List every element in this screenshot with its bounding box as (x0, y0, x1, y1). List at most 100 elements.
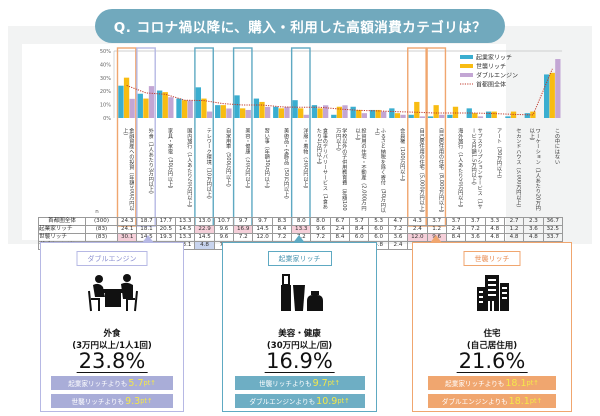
category-label: 自己居住用の住宅（8,000万円以上） (437, 128, 444, 214)
bar-kigyoka (544, 74, 550, 118)
card-pointer (142, 235, 154, 243)
table-cell: 9.6 (213, 225, 235, 234)
y-tick-label: 0% (103, 116, 111, 122)
bar-seshu (240, 108, 246, 118)
table-cell: 6.7 (329, 217, 351, 226)
table-cell: 6.0 (368, 233, 389, 242)
category-label: テレワーク環境（10万円以上） (205, 128, 212, 203)
table-cell: 8.4 (271, 225, 293, 234)
table-cell: 1.2 (426, 225, 447, 234)
comparison-2: ダブルエンジンよりも 18.1 pt↑ (428, 394, 556, 408)
category-label: アート（30万円以上） (495, 128, 502, 182)
bar-kigyoka (505, 116, 511, 118)
category-label: 金融資産への投資（年額500万円以上） (122, 128, 135, 211)
bar-double (148, 86, 155, 118)
row-n: (83) (85, 225, 118, 234)
category-label: ワーケーション（1人あたり20万円以上） (528, 128, 541, 211)
building-icon (477, 275, 509, 311)
category-label: 美術品・宝飾品（50万円以上） (283, 128, 290, 203)
bar-seshu (220, 105, 226, 118)
bar-double (284, 106, 290, 118)
table-cell: 9.7 (252, 217, 273, 226)
table-cell: 3.6 (465, 233, 486, 242)
table-cell: 7.2 (233, 233, 254, 242)
table-cell: 13.3 (175, 233, 196, 242)
bar-kigyoka (292, 100, 298, 118)
category-label: 美容・健康（30万円以上） (244, 128, 251, 192)
bar-double (168, 97, 174, 118)
table-cell: 9.7 (233, 217, 254, 226)
bar-seshu (356, 109, 362, 118)
category-label: セカンドハウス（3,000万円以上） (515, 128, 522, 211)
legend-swatch (460, 55, 473, 59)
y-tick-label: 30% (100, 76, 111, 82)
bar-double (323, 105, 329, 118)
bar-kigyoka (176, 98, 182, 118)
table-cell: 4.8 (194, 241, 215, 250)
bar-kigyoka (234, 95, 240, 118)
segment-badge: 起業家リッチ (267, 251, 332, 266)
comparison-text: 起業家リッチよりも (68, 380, 128, 388)
bar-seshu (375, 109, 381, 118)
comparison-text: 世襲リッチよりも (258, 380, 312, 388)
category-label: サブスクリプションサービス（1サービス月額1.5万円以上） (470, 128, 483, 210)
comparison-2: ダブルエンジンよりも 10.9 pt↑ (234, 394, 365, 408)
row-label: 起業家リッチ (38, 225, 86, 234)
card-pointer (430, 235, 442, 243)
bar-double (187, 100, 193, 118)
table-cell: 4.8 (484, 225, 505, 234)
comparison-1: 世襲リッチよりも 9.7 pt↑ (234, 376, 365, 390)
bar-seshu (472, 113, 478, 118)
legend-label: 首都圏全体 (476, 81, 506, 89)
category-name: 美容・健康 (278, 329, 321, 339)
bar-double (381, 111, 387, 118)
category-label: 会員権（100万円以上） (399, 128, 406, 185)
table-cell: 2.4 (387, 241, 409, 250)
bar-kigyoka (137, 93, 143, 118)
bar-kigyoka (389, 108, 395, 118)
comparison-value: 18.1 (505, 377, 527, 389)
table-cell: 14.5 (194, 233, 215, 242)
comparison-text: ダブルエンジンよりも (441, 398, 508, 406)
table-cell: 8.3 (271, 217, 293, 226)
table-cell: 36.7 (542, 217, 563, 226)
bar-kigyoka (369, 109, 376, 118)
category-condition: (3万円以上/1人1回) (72, 341, 152, 351)
table-cell: 3.7 (465, 217, 486, 226)
table-cell: 13.3 (291, 225, 312, 234)
line-total (126, 68, 553, 116)
table-cell: 19.3 (155, 233, 177, 242)
table-cell: 4.8 (484, 233, 505, 242)
table-cell: 17.7 (155, 217, 177, 226)
segment-badge: 世襲リッチ (463, 251, 521, 266)
category-label: 洋服・着物（30万円以上） (302, 128, 309, 192)
bar-kigyoka (273, 106, 279, 118)
legend-swatch (460, 64, 473, 68)
table-cell: 20.5 (155, 225, 177, 234)
y-tick-label: 20% (100, 89, 111, 95)
card-hereditary: 世襲リッチ 住宅 (自己居住用) 21.6% 起業家リッチよりも 18.1 pt↑ … (412, 242, 572, 412)
table-cell: 13.0 (194, 217, 215, 226)
category-label: 自己居住用の住宅（5,000万円以上） (418, 128, 425, 214)
row-n: (83) (85, 233, 118, 242)
table-cell: 22.9 (194, 225, 215, 234)
category-name: 住宅 (483, 329, 501, 339)
table-cell: 3.6 (523, 225, 544, 234)
table-cell: 18.7 (136, 217, 157, 226)
bar-kigyoka (118, 85, 124, 118)
table-cell: 4.8 (503, 233, 525, 242)
bar-seshu (433, 105, 439, 118)
question-title: Q. コロナ禍以降に、購入・利用した高額消費カテゴリは？ (95, 9, 505, 43)
y-tick-label: 10% (100, 103, 111, 109)
dining-icon (88, 274, 138, 312)
table-cell: 18.1 (136, 225, 157, 234)
percent-value: 23.8% (76, 349, 148, 373)
y-tick-label: 50% (100, 49, 111, 55)
bar-kigyoka (466, 108, 472, 118)
comparison-text: ダブルエンジンよりも (249, 398, 316, 406)
table-cell: 30.1 (116, 233, 138, 242)
table-cell: 7.2 (465, 225, 486, 234)
bar-seshu (162, 92, 168, 118)
bar-seshu (317, 108, 323, 118)
category-label: 習い事（年額30万円以上） (263, 128, 270, 192)
